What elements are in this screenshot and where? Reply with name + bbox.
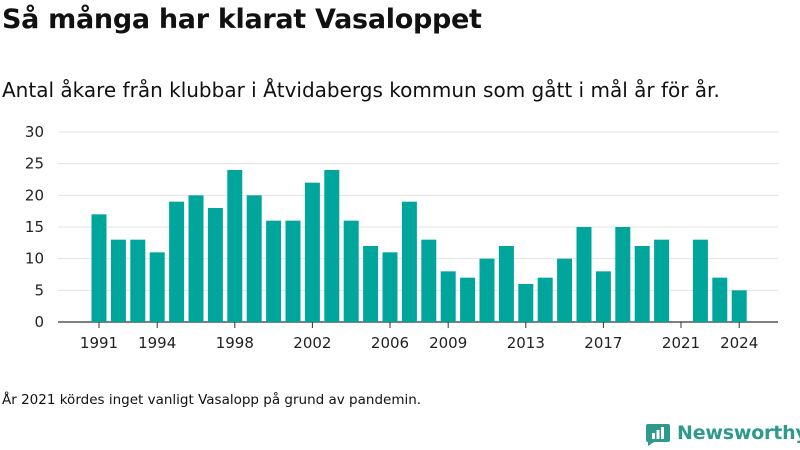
bar-1994 bbox=[149, 252, 165, 322]
bar-1992 bbox=[110, 239, 126, 322]
bar-2014 bbox=[537, 277, 553, 322]
x-tick-label: 1991 bbox=[80, 334, 118, 352]
bar-1995 bbox=[169, 201, 185, 322]
bars bbox=[91, 170, 747, 322]
x-tick-label: 2013 bbox=[507, 334, 545, 352]
y-axis-ticks: 0 5 10 15 20 25 30 bbox=[25, 123, 44, 331]
newsworthy-brand: Newsworthy bbox=[645, 420, 800, 446]
bar-2019 bbox=[634, 246, 650, 322]
bar-2009 bbox=[440, 271, 456, 322]
bar-2000 bbox=[266, 220, 282, 322]
chart-title: Så många har klarat Vasaloppet bbox=[2, 4, 482, 35]
bar-1997 bbox=[207, 208, 223, 322]
x-tick-label: 1998 bbox=[216, 334, 254, 352]
x-tick-label: 2021 bbox=[662, 334, 700, 352]
bar-2016 bbox=[576, 227, 592, 322]
y-tick-label: 5 bbox=[34, 281, 44, 299]
bar-2007 bbox=[401, 201, 417, 322]
bar-2020 bbox=[654, 239, 670, 322]
footnote: År 2021 kördes inget vanligt Vasalopp på… bbox=[2, 392, 422, 408]
x-tick-label: 1994 bbox=[138, 334, 176, 352]
gridlines bbox=[58, 131, 778, 323]
bar-2012 bbox=[498, 246, 514, 322]
bar-2003 bbox=[324, 170, 340, 322]
y-tick-label: 20 bbox=[25, 186, 44, 204]
bar-2024 bbox=[731, 290, 747, 322]
x-tick-label: 2006 bbox=[371, 334, 409, 352]
newsworthy-logo-icon bbox=[646, 424, 670, 446]
chart-subtitle: Antal åkare från klubbar i Åtvidabergs k… bbox=[2, 78, 720, 102]
bar-2006 bbox=[382, 252, 398, 322]
x-tick-label: 2017 bbox=[584, 334, 622, 352]
bar-2010 bbox=[460, 277, 476, 322]
y-tick-label: 15 bbox=[25, 218, 44, 236]
bar-chart: 0 5 10 15 20 25 30 1991 1994 1998 2002 2006 2009 201… bbox=[25, 123, 778, 352]
bar-2018 bbox=[615, 227, 631, 322]
bar-2001 bbox=[285, 220, 301, 322]
x-tick-label: 2009 bbox=[429, 334, 467, 352]
bar-2005 bbox=[363, 246, 379, 322]
x-axis-ticks: 1991 1994 1998 2002 2006 2009 2013 2017 2021 2024 bbox=[80, 322, 758, 352]
bar-1999 bbox=[246, 195, 262, 322]
bar-2015 bbox=[557, 258, 573, 322]
bar-2011 bbox=[479, 258, 495, 322]
bar-1991 bbox=[91, 214, 107, 322]
y-tick-label: 10 bbox=[25, 250, 44, 268]
y-tick-label: 25 bbox=[25, 155, 44, 173]
bar-1996 bbox=[188, 195, 204, 322]
bar-2022 bbox=[692, 239, 708, 322]
x-tick-label: 2002 bbox=[293, 334, 331, 352]
bar-2017 bbox=[595, 271, 611, 322]
bar-2013 bbox=[518, 284, 534, 322]
y-tick-label: 0 bbox=[34, 313, 44, 331]
bar-2023 bbox=[712, 277, 728, 322]
bar-1998 bbox=[227, 170, 243, 322]
bar-2008 bbox=[421, 239, 437, 322]
x-tick-label: 2024 bbox=[720, 334, 758, 352]
bar-2004 bbox=[343, 220, 359, 322]
y-tick-label: 30 bbox=[25, 123, 44, 141]
bar-2002 bbox=[304, 182, 320, 322]
brand-name: Newsworthy bbox=[677, 422, 800, 444]
bar-1993 bbox=[130, 239, 146, 322]
